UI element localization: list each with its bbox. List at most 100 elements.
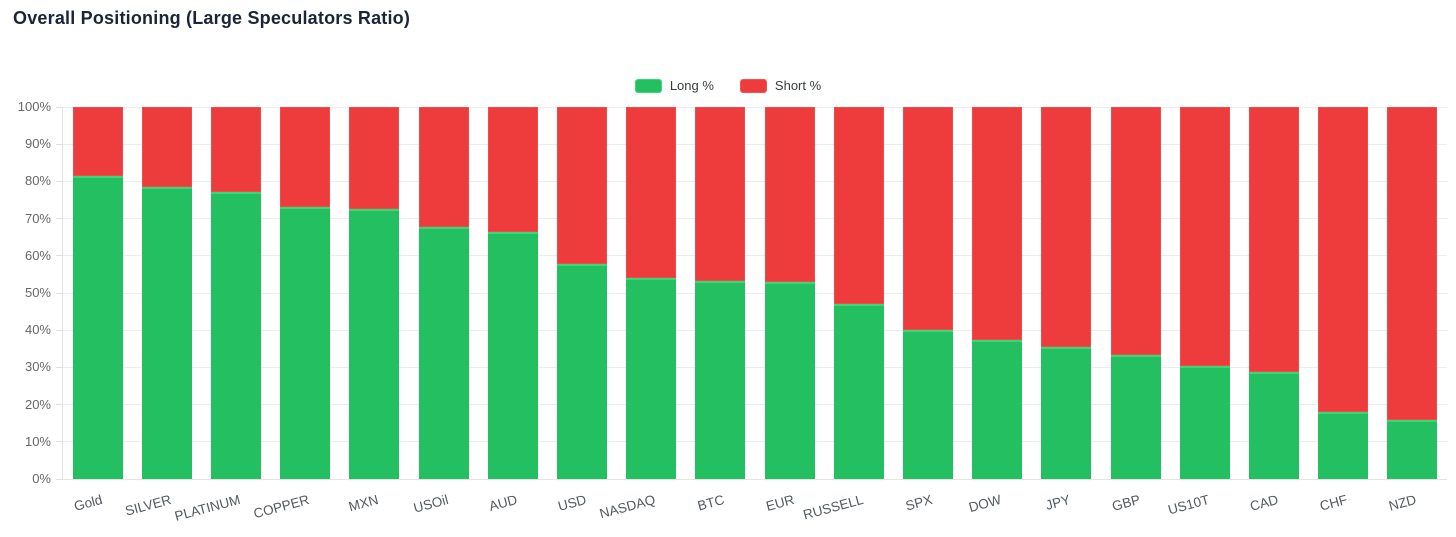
y-axis-tick xyxy=(56,441,63,443)
bar-segment-short-BTC[interactable] xyxy=(695,107,746,282)
bar-segment-long-DOW[interactable] xyxy=(972,340,1023,479)
y-axis-tick xyxy=(56,292,63,294)
y-axis-tick xyxy=(56,329,63,331)
bar-segment-long-COPPER[interactable] xyxy=(280,206,331,479)
y-axis-label-80%: 80% xyxy=(24,173,51,189)
chart-title: Overall Positioning (Large Speculators R… xyxy=(13,8,411,28)
bar-segment-short-GBP[interactable] xyxy=(1110,107,1161,356)
bar-segment-long-AUD[interactable] xyxy=(487,231,538,479)
bar-SILVER xyxy=(141,107,192,479)
bar-SPX xyxy=(903,107,953,479)
bar-DOW xyxy=(972,107,1023,479)
short-series-swatch-icon xyxy=(739,78,767,93)
y-axis-tick xyxy=(56,404,63,406)
legend-item-short[interactable]: Short % xyxy=(739,78,822,93)
bar-segment-short-SILVER[interactable] xyxy=(141,107,192,187)
bar-segment-long-NASDAQ[interactable] xyxy=(626,278,677,479)
bar-segment-short-USOil[interactable] xyxy=(418,107,469,227)
bar-segment-short-AUD[interactable] xyxy=(487,107,538,232)
chart-legend: Long % Short % xyxy=(0,78,1456,93)
bar-segment-long-EUR[interactable] xyxy=(764,281,815,479)
y-axis-label-10%: 10% xyxy=(24,433,51,449)
bar-CAD xyxy=(1249,107,1299,479)
bar-BTC xyxy=(695,107,746,479)
bar-JPY xyxy=(1041,107,1092,479)
bar-segment-short-USD[interactable] xyxy=(557,107,607,265)
bar-segment-short-Gold[interactable] xyxy=(72,107,123,176)
y-axis-tick xyxy=(56,218,63,220)
bar-USD xyxy=(557,107,607,479)
plot-area: 0% 10% 20% 30% 40% 50% 60% 70% 80% 90% 100% Gold SIL… xyxy=(18,100,1447,524)
bar-segment-long-Gold[interactable] xyxy=(72,175,123,479)
legend-item-long[interactable]: Long % xyxy=(634,78,714,93)
bar-COPPER xyxy=(280,107,331,479)
gridline-40% xyxy=(63,329,1447,331)
bar-segment-long-NZD[interactable] xyxy=(1387,419,1438,479)
y-axis-label-70%: 70% xyxy=(24,210,51,226)
legend-label-long: Long % xyxy=(669,78,714,93)
bar-segment-long-USD[interactable] xyxy=(557,264,607,479)
bar-NZD xyxy=(1387,107,1438,479)
bar-segment-short-RUSSELL[interactable] xyxy=(833,107,884,305)
bar-segment-long-GBP[interactable] xyxy=(1110,355,1161,479)
bar-segment-short-NASDAQ[interactable] xyxy=(626,107,677,279)
y-axis-label-20%: 20% xyxy=(24,396,51,412)
bar-segment-long-PLATINUM[interactable] xyxy=(211,191,261,479)
bar-segment-short-COPPER[interactable] xyxy=(280,107,331,207)
bar-PLATINUM xyxy=(211,107,261,479)
bar-segment-short-DOW[interactable] xyxy=(972,107,1023,341)
bar-EUR xyxy=(764,107,815,479)
bar-segment-long-BTC[interactable] xyxy=(695,281,746,479)
bar-US10T xyxy=(1179,107,1230,479)
bar-segment-long-CHF[interactable] xyxy=(1318,412,1369,479)
bar-AUD xyxy=(487,107,538,479)
bar-segment-long-MXN[interactable] xyxy=(349,208,400,479)
bar-Gold xyxy=(72,107,123,479)
y-axis-tick xyxy=(56,180,63,182)
y-axis-label-90%: 90% xyxy=(24,136,51,152)
y-axis-label-50%: 50% xyxy=(24,285,51,300)
legend-label-short: Short % xyxy=(774,78,822,93)
y-axis-label-0%: 0% xyxy=(32,471,51,486)
bar-segment-short-SPX[interactable] xyxy=(903,107,953,331)
bar-segment-long-USOil[interactable] xyxy=(418,226,469,479)
bar-segment-short-CAD[interactable] xyxy=(1249,107,1299,372)
bar-segment-long-JPY[interactable] xyxy=(1041,347,1092,479)
gridline-100% xyxy=(63,106,1447,108)
bar-CHF xyxy=(1318,107,1369,479)
y-axis-tick xyxy=(56,106,63,108)
bar-NASDAQ xyxy=(626,107,677,479)
bar-segment-long-SPX[interactable] xyxy=(903,330,953,479)
bar-segment-long-RUSSELL[interactable] xyxy=(833,304,884,479)
bar-MXN xyxy=(349,107,400,479)
bar-USOil xyxy=(418,107,469,479)
y-axis-label-30%: 30% xyxy=(24,359,51,375)
bar-RUSSELL xyxy=(833,107,884,479)
bar-segment-short-MXN[interactable] xyxy=(349,107,400,209)
y-axis-tick xyxy=(56,255,63,257)
long-series-swatch-icon xyxy=(634,78,662,93)
gridline-80% xyxy=(63,180,1447,182)
bar-segment-long-SILVER[interactable] xyxy=(141,186,192,479)
y-axis-tick xyxy=(56,143,63,145)
bar-segment-short-CHF[interactable] xyxy=(1318,107,1369,413)
bar-segment-long-US10T[interactable] xyxy=(1179,365,1230,479)
bar-segment-short-NZD[interactable] xyxy=(1387,107,1438,420)
bar-GBP xyxy=(1110,107,1161,479)
y-axis-tick xyxy=(56,478,63,480)
gridline-20% xyxy=(63,404,1447,406)
y-axis-tick xyxy=(56,366,63,368)
bar-segment-short-PLATINUM[interactable] xyxy=(211,107,261,192)
bar-segment-short-JPY[interactable] xyxy=(1041,107,1092,348)
y-axis-label-40%: 40% xyxy=(24,322,51,338)
gridline-60% xyxy=(63,255,1447,257)
gridline-90% xyxy=(63,143,1447,145)
gridline-50% xyxy=(63,292,1447,294)
gridline-10% xyxy=(63,441,1447,443)
gridline-70% xyxy=(63,218,1447,220)
y-axis-label-60%: 60% xyxy=(24,247,51,263)
bar-segment-short-EUR[interactable] xyxy=(764,107,815,282)
bar-segment-long-CAD[interactable] xyxy=(1249,371,1299,479)
bar-segment-short-US10T[interactable] xyxy=(1179,107,1230,366)
